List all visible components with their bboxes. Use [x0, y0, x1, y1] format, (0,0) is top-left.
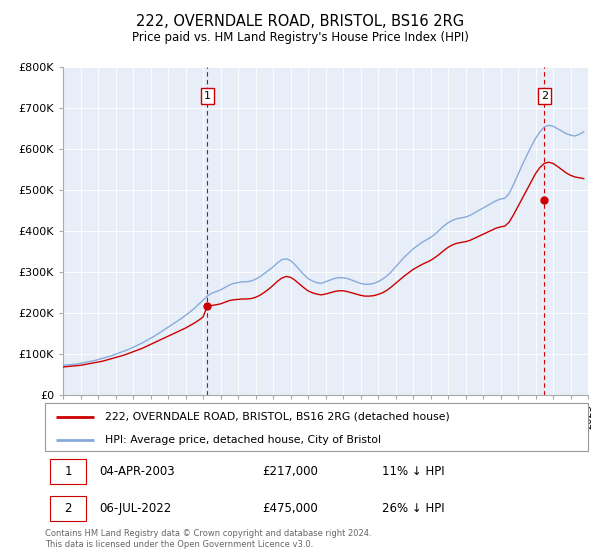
Text: HPI: Average price, detached house, City of Bristol: HPI: Average price, detached house, City… — [105, 435, 381, 445]
FancyBboxPatch shape — [45, 403, 588, 451]
Text: £217,000: £217,000 — [262, 465, 318, 478]
Text: Contains HM Land Registry data © Crown copyright and database right 2024.
This d: Contains HM Land Registry data © Crown c… — [45, 529, 371, 549]
FancyBboxPatch shape — [50, 496, 86, 521]
FancyBboxPatch shape — [50, 459, 86, 484]
Text: 1: 1 — [65, 465, 72, 478]
Text: Price paid vs. HM Land Registry's House Price Index (HPI): Price paid vs. HM Land Registry's House … — [131, 31, 469, 44]
Text: 2: 2 — [541, 91, 548, 101]
Text: 04-APR-2003: 04-APR-2003 — [100, 465, 175, 478]
Text: 1: 1 — [204, 91, 211, 101]
Text: 222, OVERNDALE ROAD, BRISTOL, BS16 2RG: 222, OVERNDALE ROAD, BRISTOL, BS16 2RG — [136, 14, 464, 29]
Text: £475,000: £475,000 — [262, 502, 318, 515]
Text: 26% ↓ HPI: 26% ↓ HPI — [382, 502, 444, 515]
Text: 11% ↓ HPI: 11% ↓ HPI — [382, 465, 444, 478]
Text: 2: 2 — [65, 502, 72, 515]
Text: 06-JUL-2022: 06-JUL-2022 — [100, 502, 172, 515]
Text: 222, OVERNDALE ROAD, BRISTOL, BS16 2RG (detached house): 222, OVERNDALE ROAD, BRISTOL, BS16 2RG (… — [105, 412, 449, 422]
